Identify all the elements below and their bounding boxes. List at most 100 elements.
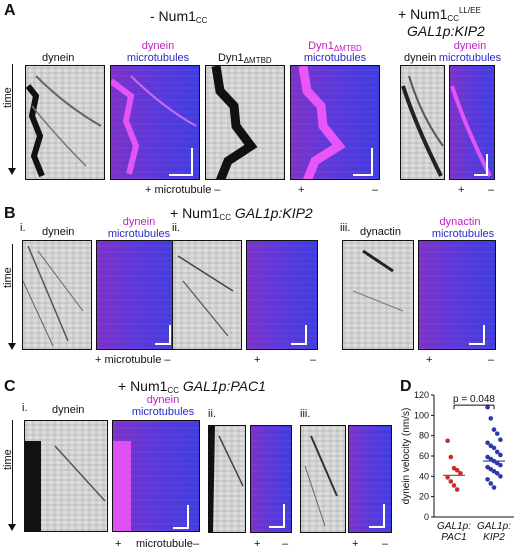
- panel-b-title: + Num1CC GAL1p:KIP2: [170, 205, 313, 222]
- kymograph-merge-b1: [96, 240, 182, 350]
- kymograph-merge-c1: [112, 420, 200, 532]
- axis-minus-b2: –: [310, 354, 317, 366]
- data-point: [448, 479, 454, 484]
- panel-c-title: + Num1CC GAL1p:PAC1: [118, 378, 266, 395]
- category-label: PAC1: [441, 532, 466, 543]
- label-microtubules-a2: microtubules: [303, 52, 367, 64]
- data-point: [485, 477, 490, 482]
- axis-text-b1: + microtubule –: [95, 354, 171, 366]
- panel-letter-b: B: [4, 205, 16, 222]
- time-label-b: time: [2, 267, 14, 288]
- label-dynein-magenta-a3: dynein: [453, 40, 487, 52]
- axis-minus-a2: –: [372, 184, 379, 196]
- y-tick-label: 60: [419, 451, 429, 461]
- axis-minus-b3: –: [488, 354, 495, 366]
- roman-b-i: i.: [20, 222, 26, 234]
- kymograph-merge-c2: [250, 425, 292, 533]
- category-label: KIP2: [483, 532, 505, 543]
- panel-letter-c: C: [4, 378, 16, 395]
- axis-plus-c2: +: [254, 538, 261, 550]
- data-point: [448, 454, 454, 460]
- time-arrow-head-c: [8, 524, 16, 531]
- axis-minus-c2: –: [282, 538, 289, 550]
- kymograph-merge-b2: [246, 240, 318, 350]
- panel-a-title-left: - Num1CC: [150, 8, 208, 25]
- label-dynein-magenta-b1: dynein: [122, 216, 156, 228]
- y-tick-label: 20: [419, 492, 429, 502]
- label-microtubules-b3: microtubules: [431, 228, 495, 240]
- kymograph-merge-a2: [290, 65, 380, 180]
- label-dynein-magenta-c1: dynein: [146, 394, 180, 406]
- label-microtubules-c1: microtubules: [131, 406, 195, 418]
- kymograph-merge-a1: [110, 65, 200, 180]
- label-dynein-a3: dynein: [404, 52, 437, 64]
- data-point: [494, 449, 500, 455]
- label-dynactin-b3: dynactin: [360, 226, 401, 238]
- panel-a-title-right-line2: GAL1p:KIP2: [407, 23, 485, 39]
- label-dynactin-magenta-b3: dynactin: [439, 216, 481, 228]
- data-point: [454, 487, 460, 492]
- axis-plus-a2: +: [298, 184, 305, 196]
- data-point: [491, 485, 497, 490]
- kymograph-dynein-a1: [25, 65, 105, 180]
- label-dyn1-a2: Dyn1ΔMTBD: [218, 52, 272, 65]
- label-dynein-b1: dynein: [42, 226, 75, 238]
- kymograph-dynein-b1: [22, 240, 92, 350]
- label-dynein-magenta-a1: dynein: [141, 40, 175, 52]
- data-point: [485, 440, 490, 446]
- axis-plus-c1: +: [115, 538, 122, 550]
- time-label-a: time: [2, 87, 14, 108]
- panel-letter-a: A: [4, 2, 16, 19]
- panel-letter-d: D: [400, 378, 412, 395]
- axis-plus-b2: +: [254, 354, 261, 366]
- roman-b-iii: iii.: [340, 222, 351, 234]
- kymograph-merge-b3: [418, 240, 496, 350]
- axis-minus-c1: –: [193, 538, 200, 550]
- kymograph-dynactin-b3: [342, 240, 414, 350]
- y-tick-label: 80: [419, 431, 429, 441]
- axis-plus-c3: +: [352, 538, 359, 550]
- time-arrow-head-a: [8, 168, 16, 175]
- y-tick-label: 0: [424, 512, 429, 522]
- time-label-c: time: [2, 449, 14, 470]
- kymograph-dynein-a3: [400, 65, 445, 180]
- time-arrow-b: [12, 244, 13, 344]
- axis-plus-a3: +: [458, 184, 465, 196]
- y-tick-label: 100: [414, 410, 429, 420]
- label-dynein-c1: dynein: [52, 404, 85, 416]
- category-label: GAL1p:: [477, 521, 511, 532]
- data-point: [494, 470, 500, 476]
- label-microtubules-a3: microtubules: [438, 52, 502, 64]
- time-arrow-a: [12, 64, 13, 169]
- label-microtubules-a1: microtubules: [126, 52, 190, 64]
- axis-mid-c1: microtubule: [136, 538, 193, 550]
- label-microtubules-b1: microtubules: [107, 228, 171, 240]
- data-point: [498, 474, 503, 479]
- kymograph-dynein-c3: [300, 425, 346, 533]
- kymograph-merge-a3: [449, 65, 495, 180]
- axis-plus-b3: +: [426, 354, 433, 366]
- label-dynein-a1: dynein: [42, 52, 75, 64]
- data-point: [454, 467, 460, 473]
- y-tick-label: 120: [414, 390, 429, 400]
- data-point: [488, 481, 494, 486]
- data-point: [491, 427, 497, 432]
- roman-c-ii: ii.: [208, 408, 216, 420]
- category-label: GAL1p:: [437, 521, 471, 532]
- label-dyn1-magenta-a2: Dyn1ΔMTBD: [308, 40, 362, 53]
- data-point: [445, 475, 450, 480]
- data-point: [491, 445, 497, 451]
- kymograph-merge-c3: [348, 425, 392, 533]
- p-value-label: p = 0.048: [453, 394, 495, 405]
- panel-a-title-right: + Num1CCLL/EE: [398, 6, 481, 23]
- data-point: [494, 431, 500, 436]
- axis-minus-a3: –: [488, 184, 495, 196]
- kymograph-dynein-c1: [24, 420, 108, 532]
- axis-text-a1: + microtubule –: [145, 184, 221, 196]
- y-tick-label: 40: [419, 471, 429, 481]
- time-arrow-c: [12, 420, 13, 525]
- roman-b-ii: ii.: [172, 222, 180, 234]
- data-point: [498, 462, 503, 468]
- data-point: [488, 416, 494, 421]
